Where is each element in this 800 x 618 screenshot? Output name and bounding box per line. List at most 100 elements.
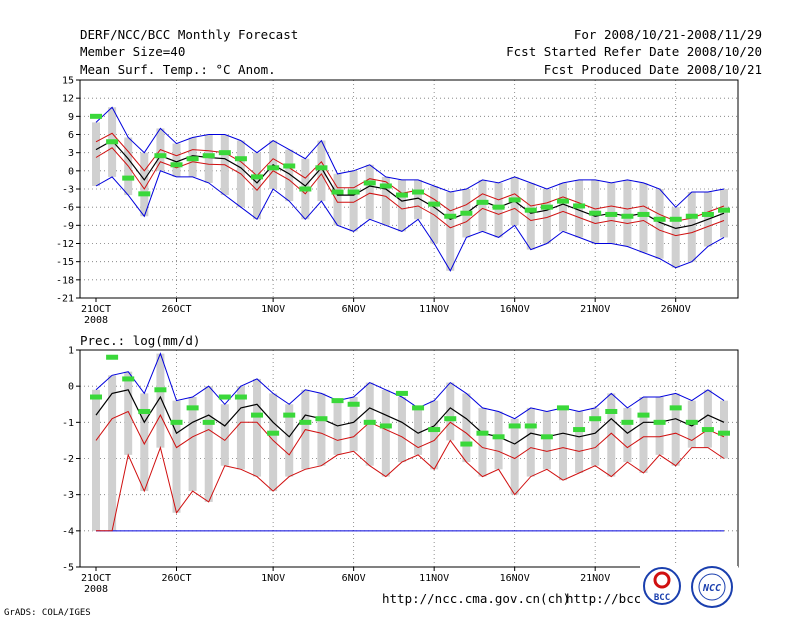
precip-spread-box [526, 407, 535, 477]
precip-xtick-label: 21OCT [81, 573, 111, 584]
temp-observed-marker [106, 139, 119, 145]
temp-ytick-label: 3 [68, 148, 74, 159]
precip-observed-marker [299, 419, 312, 425]
precip-observed-marker [202, 419, 215, 425]
precip-spread-box [253, 378, 262, 477]
precip-observed-marker [444, 416, 457, 422]
precip-observed-marker [508, 423, 521, 429]
temp-observed-marker [653, 216, 666, 222]
precip-observed-marker [621, 419, 634, 425]
temp-observed-marker [251, 174, 264, 180]
temp-observed-marker [637, 211, 650, 217]
precip-observed-marker [653, 419, 666, 425]
precip-ytick-label: -4 [62, 526, 74, 537]
temp-spread-box [397, 179, 406, 232]
produced-date: Fcst Produced Date 2008/10/21 [544, 62, 762, 77]
temp-observed-marker [122, 175, 135, 181]
temp-spread-box [526, 182, 535, 250]
chart-title: DERF/NCC/BCC Monthly Forecast [80, 27, 298, 42]
temp-ytick-label: 6 [68, 130, 74, 141]
temp-observed-marker [218, 150, 231, 156]
precip-ytick-label: -5 [62, 563, 74, 574]
precip-observed-marker [476, 430, 489, 436]
precip-observed-marker [669, 405, 682, 411]
precip-observed-marker [412, 405, 425, 411]
precip-year-label: 2008 [84, 584, 108, 595]
temp-ytick-label: -18 [56, 275, 74, 286]
ncc-logo-text: NCC [702, 583, 721, 594]
temp-ytick-label: -15 [56, 257, 74, 268]
temp-observed-marker [605, 211, 618, 217]
ncc-url[interactable]: http://ncc.cma.gov.cn(ch) [382, 591, 570, 606]
precip-xtick-label: 11NOV [419, 573, 449, 584]
precip-spread-box [655, 397, 664, 455]
precip-observed-marker [186, 405, 199, 411]
temp-observed-marker [90, 113, 102, 119]
precip-spread-box [720, 400, 728, 459]
ncc-logo: NCC [691, 566, 733, 608]
precip-observed-marker [701, 427, 714, 433]
precip-spread-box [558, 407, 567, 481]
precip-spread-box [671, 393, 680, 466]
member-size: Member Size=40 [80, 44, 185, 59]
temp-spread-box [478, 179, 487, 232]
temp-spread-box [349, 170, 358, 232]
precip-observed-marker [379, 423, 392, 429]
temp-observed-marker [186, 156, 199, 162]
temp-spread-box [687, 192, 696, 262]
precip-observed-marker [138, 408, 151, 414]
precip-spread-box [156, 353, 165, 448]
temp-ytick-label: -9 [62, 221, 74, 232]
precip-observed-marker [540, 434, 553, 440]
precip-mean-line [95, 389, 725, 445]
precip-spread-box [446, 382, 455, 441]
temp-spread-box [542, 189, 551, 244]
precip-spread-box [204, 386, 213, 502]
precip-observed-marker [718, 430, 730, 436]
precip-lower-line [95, 410, 725, 460]
precip-observed-marker [460, 441, 473, 447]
precip-observed-marker [363, 419, 376, 425]
temp-ytick-label: -21 [56, 294, 74, 305]
precip-observed-marker [170, 419, 183, 425]
precip-spread-box [188, 397, 197, 492]
temp-spread-box [204, 134, 213, 183]
temp-observed-marker [363, 180, 376, 186]
precip-xtick-label: 1NOV [261, 573, 285, 584]
precip-spread-box [333, 400, 342, 455]
bcc-url[interactable]: http://bcc.c [566, 591, 656, 606]
temp-spread-box [317, 140, 326, 202]
temp-spread-box [140, 152, 149, 217]
precip-spread-box [607, 393, 616, 477]
precip-observed-marker [395, 390, 408, 396]
precip-observed-marker [637, 412, 650, 418]
temp-observed-marker [170, 162, 183, 168]
precip-observed-marker [315, 416, 328, 422]
precip-observed-marker [524, 423, 537, 429]
precip-spread-box [108, 375, 117, 531]
precip-spread-box [510, 418, 519, 495]
temp-xtick-label: 26OCT [161, 304, 191, 315]
precip-observed-marker [90, 394, 102, 400]
temp-observed-marker [331, 189, 344, 195]
precip-panel-title: Prec.: log(mm/d) [80, 333, 200, 348]
temp-xtick-label: 6NOV [342, 304, 366, 315]
temp-observed-marker [138, 191, 151, 197]
temp-observed-marker [669, 216, 682, 222]
precip-spread-box [92, 389, 100, 531]
precip-observed-marker [106, 354, 119, 360]
temp-observed-marker [234, 156, 247, 162]
temp-observed-marker [347, 189, 360, 195]
precip-observed-marker [331, 398, 344, 404]
bcc-logo-text: BCC [654, 593, 670, 603]
temp-xtick-label: 26NOV [661, 304, 691, 315]
precip-spread-box [397, 397, 406, 463]
temp-spread-box [285, 149, 294, 202]
temp-observed-marker [621, 213, 634, 219]
temp-ytick-label: -12 [56, 239, 74, 250]
temp-xtick-label: 21OCT [81, 304, 111, 315]
temp-xtick-label: 1NOV [261, 304, 285, 315]
precip-spread-box [623, 407, 632, 463]
precip-observed-marker [492, 434, 505, 440]
temp-observed-marker [524, 207, 537, 213]
